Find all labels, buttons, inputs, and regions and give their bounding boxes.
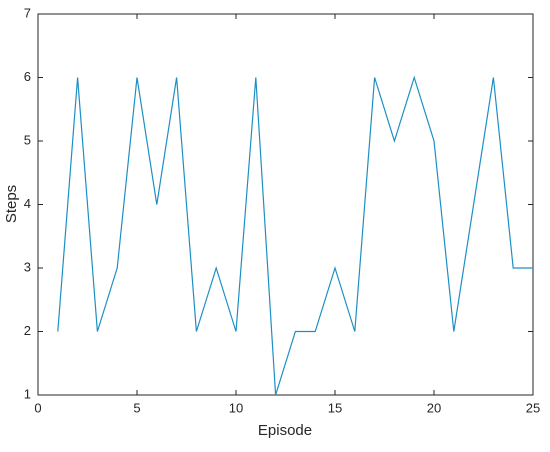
x-tick-label: 0 (34, 400, 41, 415)
y-tick-label: 6 (24, 69, 31, 84)
y-axis-label: Steps (3, 185, 20, 223)
y-tick-label: 7 (24, 5, 31, 20)
x-tick-label: 15 (328, 400, 342, 415)
y-tick-label: 1 (24, 386, 31, 401)
x-tick-label: 10 (229, 400, 243, 415)
data-line (57, 75, 533, 396)
y-tick-label: 5 (24, 132, 31, 147)
x-tick-label: 20 (427, 400, 441, 415)
x-tick-label: 5 (133, 400, 140, 415)
axes-box (37, 13, 534, 396)
x-axis-label: Episode (258, 422, 312, 439)
y-tick-label: 3 (24, 259, 31, 274)
x-tick-label: 25 (526, 400, 540, 415)
y-tick-label: 2 (24, 323, 31, 338)
y-tick-label: 4 (24, 196, 31, 211)
